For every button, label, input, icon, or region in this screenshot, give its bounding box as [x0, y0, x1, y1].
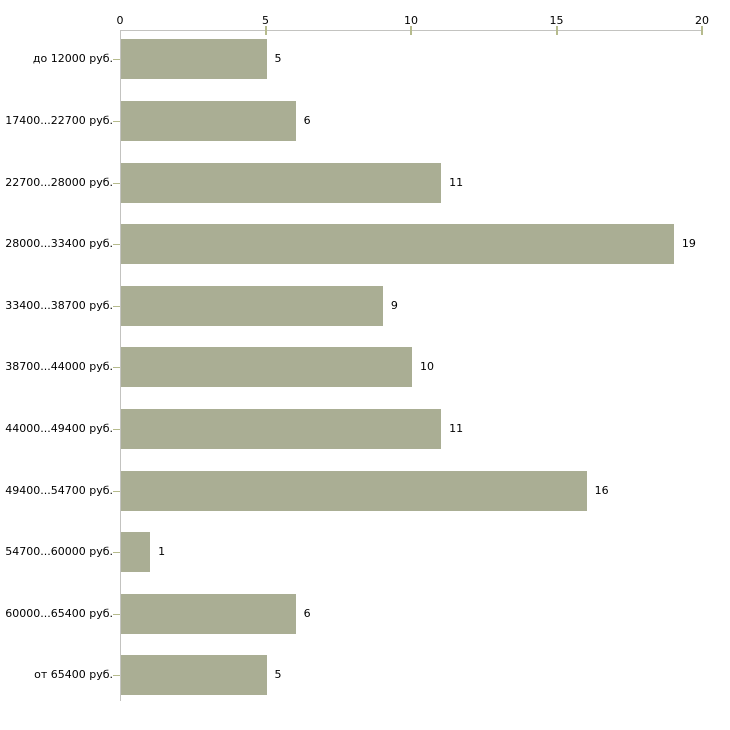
y-axis-tick-mark	[113, 182, 120, 184]
bar	[121, 408, 442, 449]
bar-value-label: 16	[594, 483, 609, 497]
bar	[121, 162, 442, 203]
x-axis-tick-label: 10	[404, 14, 418, 27]
y-axis-tick-mark	[113, 244, 120, 246]
y-axis-tick-mark	[113, 120, 120, 122]
bar	[121, 100, 296, 141]
bar	[121, 470, 587, 511]
bar	[121, 532, 151, 573]
x-axis-tick-mark	[410, 26, 412, 35]
x-axis-tick-mark	[264, 26, 267, 35]
category-label: 22700...28000 руб.	[5, 175, 113, 189]
y-axis-tick-mark	[113, 305, 120, 307]
bar-value-label: 11	[449, 175, 464, 189]
bar-value-label: 1	[158, 545, 166, 559]
bar	[121, 347, 412, 388]
category-label: 54700...60000 руб.	[5, 545, 113, 559]
category-label: до 12000 руб.	[32, 52, 113, 66]
bar-value-label: 11	[449, 421, 464, 435]
bar-value-label: 6	[303, 113, 311, 127]
bar	[121, 224, 674, 265]
x-axis-tick-mark	[701, 26, 703, 35]
category-label: от 65400 руб.	[34, 668, 113, 682]
bar	[121, 285, 383, 326]
y-axis-tick-mark	[113, 613, 120, 615]
category-label: 17400...22700 руб.	[5, 113, 113, 127]
y-axis-tick-mark	[113, 675, 120, 677]
x-axis-tick-label: 20	[695, 14, 709, 27]
category-label: 44000...49400 руб.	[5, 421, 113, 435]
category-label: 33400...38700 руб.	[5, 298, 113, 312]
category-label: 28000...33400 руб.	[5, 237, 113, 251]
bar-value-label: 19	[681, 237, 696, 251]
y-axis-tick-mark	[113, 59, 120, 61]
bar	[121, 655, 267, 696]
y-axis-line	[120, 30, 121, 701]
bar-value-label: 9	[390, 298, 398, 312]
category-label: 60000...65400 руб.	[5, 606, 113, 620]
bar-value-label: 10	[420, 360, 434, 374]
category-label: 38700...44000 руб.	[5, 360, 113, 374]
x-axis-tick-label: 0	[116, 14, 124, 27]
y-axis-tick-mark	[113, 552, 120, 554]
y-axis-tick-mark	[113, 428, 120, 430]
y-axis-tick-mark	[113, 367, 120, 369]
y-axis-tick-mark	[113, 490, 120, 492]
bar-value-label: 6	[303, 606, 311, 620]
bar-value-label: 5	[274, 668, 282, 682]
x-axis-tick-mark	[555, 26, 558, 35]
x-axis-tick-label: 15	[549, 14, 564, 27]
bar	[121, 39, 267, 80]
x-axis-tick-label: 5	[262, 14, 269, 27]
category-label: 49400...54700 руб.	[5, 483, 113, 497]
bar-value-label: 5	[274, 52, 282, 66]
bar	[121, 593, 296, 634]
